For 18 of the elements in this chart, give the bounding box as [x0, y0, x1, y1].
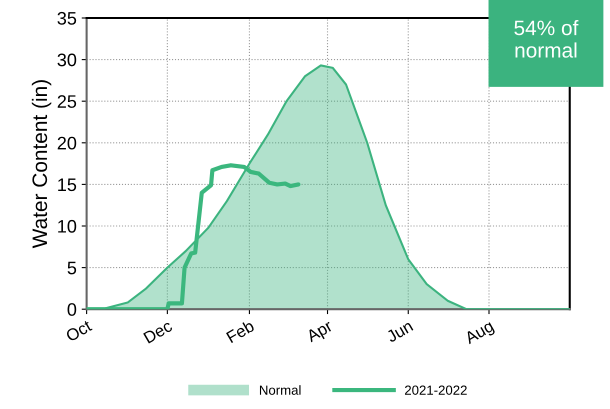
legend-label: 2021-2022	[404, 385, 467, 395]
x-tick-label: Feb	[226, 319, 255, 344]
x-tick-label: Aug	[464, 320, 496, 348]
legend-label: Normal	[260, 385, 301, 395]
y-tick-label: 10	[58, 220, 76, 233]
x-tick-label: Dec	[143, 320, 174, 344]
y-axis-title: Water Content (in)	[32, 80, 52, 248]
x-tick-label: Jun	[386, 320, 414, 343]
y-tick-label: 35	[58, 12, 76, 25]
x-tick-label: Apr	[305, 320, 336, 346]
x-tick-label: Oct	[65, 319, 93, 342]
y-tick-label: 5	[68, 262, 76, 274]
annotation: 54% of normal	[514, 20, 578, 58]
y-tick-label: 30	[58, 54, 76, 66]
y-tick-label: 0	[68, 303, 76, 316]
y-tick-label: 15	[58, 178, 76, 192]
y-tick-label: 20	[58, 136, 76, 150]
y-tick-label: 25	[58, 95, 76, 108]
